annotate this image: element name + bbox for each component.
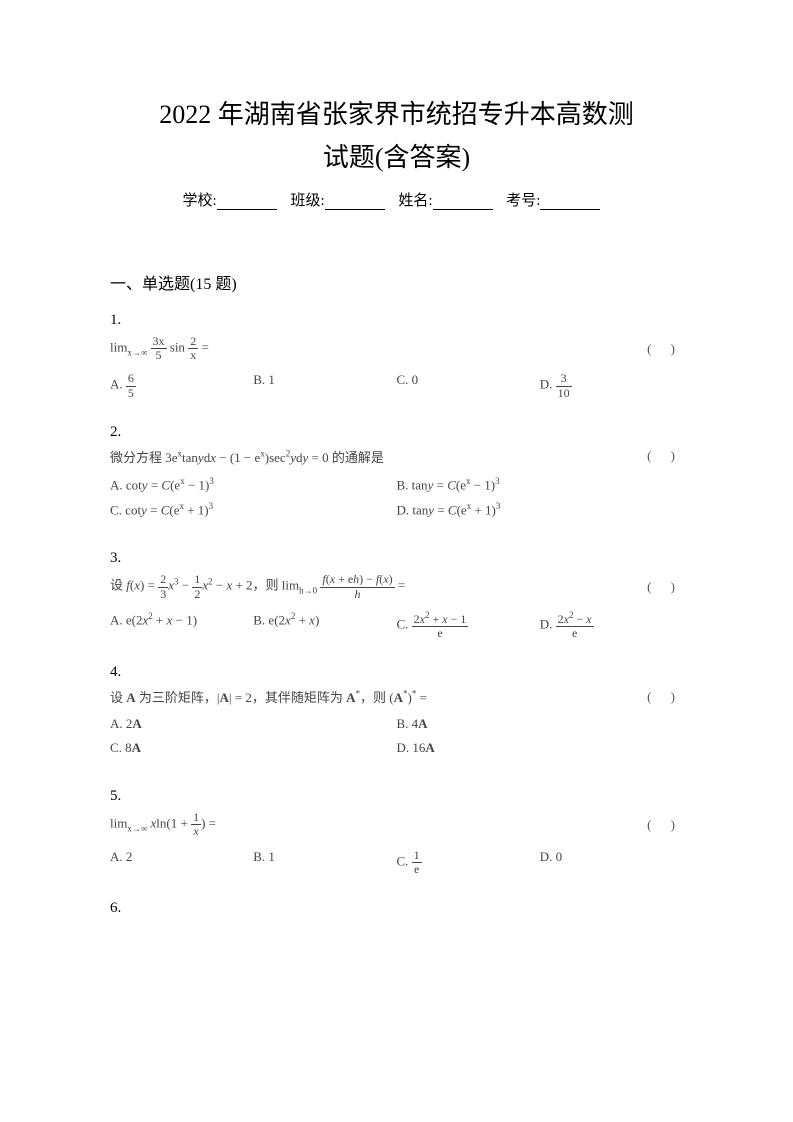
question-number: 2. (110, 424, 683, 441)
option-b: B. 4A (397, 716, 684, 732)
class-blank (325, 194, 385, 210)
answer-paren: ( ) (647, 579, 683, 595)
question-number: 6. (110, 900, 683, 917)
option-c: C. 0 (397, 372, 540, 399)
question-stem: limx→∞ 3x5 sin 2x = (110, 335, 647, 362)
student-info-line: 学校: 班级: 姓名: 考号: (110, 189, 683, 210)
question-text: 微分方程 3extanydx − (1 − ex)sec2ydy = 0 的通解… (110, 447, 683, 466)
option-d: D. 2x2 − xe (540, 611, 683, 640)
option-b: B. 1 (253, 849, 396, 876)
options-row: A. coty = C(ex − 1)3B. tany = C(ex − 1)3… (110, 476, 683, 527)
exam-title-line1: 2022 年湖南省张家界市统招专升本高数测 (110, 95, 683, 134)
name-label: 姓名: (398, 189, 432, 210)
option-a: A. e(2x2 + x − 1) (110, 611, 253, 640)
question-stem: limx→∞ xln(1 + 1x) = (110, 811, 647, 838)
option-d: D. tany = C(ex + 1)3 (397, 501, 684, 518)
question-3: 3. 设 f(x) = 23x3 − 12x2 − x + 2，则 limh→0 … (110, 550, 683, 640)
school-label: 学校: (183, 189, 217, 210)
option-a: A. 2 (110, 849, 253, 876)
id-label: 考号: (506, 189, 540, 210)
question-text: limx→∞ xln(1 + 1x) =( ) (110, 811, 683, 838)
answer-paren: ( ) (647, 817, 683, 833)
answer-paren: ( ) (647, 689, 683, 705)
class-label: 班级: (290, 189, 324, 210)
option-a: A. coty = C(ex − 1)3 (110, 476, 397, 493)
options-row: A. 65B. 1C. 0D. 310 (110, 372, 683, 399)
question-text: 设 f(x) = 23x3 − 12x2 − x + 2，则 limh→0 f(… (110, 573, 683, 600)
answer-paren: ( ) (647, 341, 683, 357)
question-text: 设 A 为三阶矩阵，|A| = 2，其伴随矩阵为 A*，则 (A*)* =( ) (110, 687, 683, 706)
option-c: C. coty = C(ex + 1)3 (110, 501, 397, 518)
name-blank (433, 194, 493, 210)
answer-paren: ( ) (647, 448, 683, 464)
section-heading: 一、单选题(15 题) (110, 270, 683, 294)
question-stem: 设 f(x) = 23x3 − 12x2 − x + 2，则 limh→0 f(… (110, 573, 647, 600)
option-a: A. 65 (110, 372, 253, 399)
question-number: 5. (110, 788, 683, 805)
question-1: 1. limx→∞ 3x5 sin 2x =( ) A. 65B. 1C. 0D. … (110, 312, 683, 400)
question-2: 2. 微分方程 3extanydx − (1 − ex)sec2ydy = 0 的… (110, 424, 683, 527)
question-number: 3. (110, 550, 683, 567)
question-stem: 微分方程 3extanydx − (1 − ex)sec2ydy = 0 的通解… (110, 447, 647, 466)
option-a: A. 2A (110, 716, 397, 732)
question-6: 6. (110, 900, 683, 917)
option-d: D. 0 (540, 849, 683, 876)
question-stem: 设 A 为三阶矩阵，|A| = 2，其伴随矩阵为 A*，则 (A*)* = (110, 687, 647, 706)
options-row: A. 2B. 1C. 1eD. 0 (110, 849, 683, 876)
id-blank (540, 194, 600, 210)
option-d: D. 16A (397, 740, 684, 756)
question-text: limx→∞ 3x5 sin 2x =( ) (110, 335, 683, 362)
question-5: 5. limx→∞ xln(1 + 1x) =( ) A. 2B. 1C. 1eD.… (110, 788, 683, 876)
option-b: B. e(2x2 + x) (253, 611, 396, 640)
option-c: C. 2x2 + x − 1e (397, 611, 540, 640)
option-b: B. tany = C(ex − 1)3 (397, 476, 684, 493)
question-4: 4. 设 A 为三阶矩阵，|A| = 2，其伴随矩阵为 A*，则 (A*)* =(… (110, 664, 683, 764)
question-number: 4. (110, 664, 683, 681)
exam-title-line2: 试题(含答案) (110, 138, 683, 177)
option-c: C. 8A (110, 740, 397, 756)
option-b: B. 1 (253, 372, 396, 399)
option-c: C. 1e (397, 849, 540, 876)
option-d: D. 310 (540, 372, 683, 399)
school-blank (217, 194, 277, 210)
questions-container: 1.limx→∞ 3x5 sin 2x =( )A. 65B. 1C. 0D. … (110, 312, 683, 917)
options-row: A. 2AB. 4AC. 8AD. 16A (110, 716, 683, 764)
options-row: A. e(2x2 + x − 1)B. e(2x2 + x)C. 2x2 + x… (110, 611, 683, 640)
question-number: 1. (110, 312, 683, 329)
